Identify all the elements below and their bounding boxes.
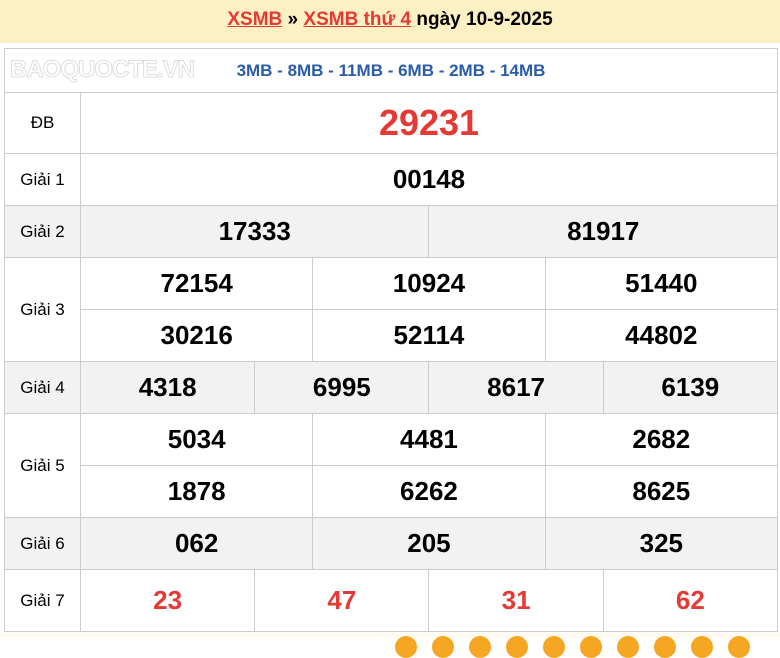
prize-label: ĐB [4, 92, 81, 154]
prize-number: 4318 [79, 361, 256, 414]
prize-number: 6262 [312, 465, 546, 518]
prize-number: 10924 [312, 257, 546, 310]
prize-number: 47 [254, 569, 430, 632]
prize-number: 30216 [79, 309, 314, 362]
prize-number: 00148 [80, 153, 778, 206]
loto-ball [617, 636, 639, 658]
xsmb-thu4-link[interactable]: XSMB thứ 4 [303, 9, 412, 30]
loto-ball [580, 636, 602, 658]
prize-number: 31 [428, 569, 604, 632]
prize-number: 325 [544, 517, 779, 570]
prize-label: Giải 4 [4, 361, 81, 414]
prize-number: 52114 [312, 309, 546, 362]
loto-ball [654, 636, 676, 658]
prize-number: 2682 [544, 413, 779, 466]
prize-number: 1878 [79, 465, 314, 518]
prize-label: Giải 7 [4, 569, 81, 632]
prize-number: 62 [602, 569, 779, 632]
prize-label: Giải 2 [4, 205, 81, 258]
prize-codes: 3MB - 8MB - 11MB - 6MB - 2MB - 14MB [4, 48, 778, 93]
prize-number: 8617 [428, 361, 604, 414]
breadcrumb: XSMB » XSMB thứ 4 ngày 10-9-2025 [0, 0, 780, 43]
special-prize: 29231 [80, 92, 778, 154]
prize-number: 51440 [544, 257, 779, 310]
prize-label: Giải 6 [4, 517, 81, 570]
prize-number: 5034 [79, 413, 314, 466]
loto-ball [432, 636, 454, 658]
loto-ball [543, 636, 565, 658]
prize-number: 6139 [602, 361, 779, 414]
loto-ball [728, 636, 750, 658]
prize-number: 6995 [254, 361, 430, 414]
loto-ball [691, 636, 713, 658]
loto-ball [469, 636, 491, 658]
prize-number: 23 [79, 569, 256, 632]
prize-label: Giải 1 [4, 153, 81, 206]
prize-number: 8625 [544, 465, 779, 518]
prize-number: 205 [312, 517, 546, 570]
xsmb-link[interactable]: XSMB [227, 9, 283, 30]
loto-ball [395, 636, 417, 658]
prize-number: 062 [79, 517, 314, 570]
prize-number: 44802 [544, 309, 779, 362]
breadcrumb-separator: » [287, 9, 299, 30]
prize-label: Giải 3 [4, 257, 81, 362]
prize-label: Giải 5 [4, 413, 81, 518]
prize-number: 81917 [428, 205, 778, 258]
prize-number: 17333 [79, 205, 430, 258]
results-table: 3MB - 8MB - 11MB - 6MB - 2MB - 14MB ĐB 29… [4, 48, 779, 632]
prize-number: 4481 [312, 413, 546, 466]
loto-ball [506, 636, 528, 658]
breadcrumb-date: ngày 10-9-2025 [416, 9, 553, 30]
footer-strip [0, 633, 780, 638]
prize-number: 72154 [79, 257, 314, 310]
